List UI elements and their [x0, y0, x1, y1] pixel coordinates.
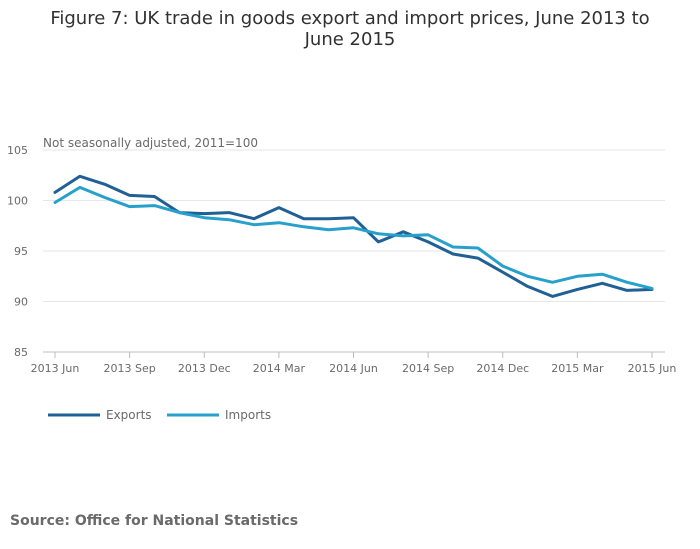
x-tick-label: 2014 Jun [329, 362, 378, 375]
x-tick-label: 2013 Jun [31, 362, 80, 375]
x-tick-label: 2015 Mar [551, 362, 604, 375]
series-line-imports [53, 185, 654, 290]
y-tick-label: 85 [14, 346, 28, 359]
legend-label-imports: Imports [225, 408, 271, 422]
x-tick-label: 2014 Mar [253, 362, 306, 375]
series-line-exports [53, 174, 654, 298]
legend-label-exports: Exports [106, 408, 152, 422]
x-tick-label: 2014 Sep [402, 362, 454, 375]
x-tick-label: 2015 Jun [628, 362, 677, 375]
y-tick-label: 105 [7, 144, 28, 157]
y-tick-label: 95 [14, 245, 28, 258]
y-tick-label: 90 [14, 296, 28, 309]
chart-subtitle: Not seasonally adjusted, 2011=100 [43, 136, 258, 150]
x-tick-label: 2013 Dec [178, 362, 231, 375]
x-tick-label: 2013 Sep [104, 362, 156, 375]
chart-title: Figure 7: UK trade in goods export and i… [50, 8, 650, 50]
x-tick-label: 2014 Dec [476, 362, 529, 375]
y-tick-label: 100 [7, 195, 28, 208]
source-note: Source: Office for National Statistics [10, 513, 299, 529]
